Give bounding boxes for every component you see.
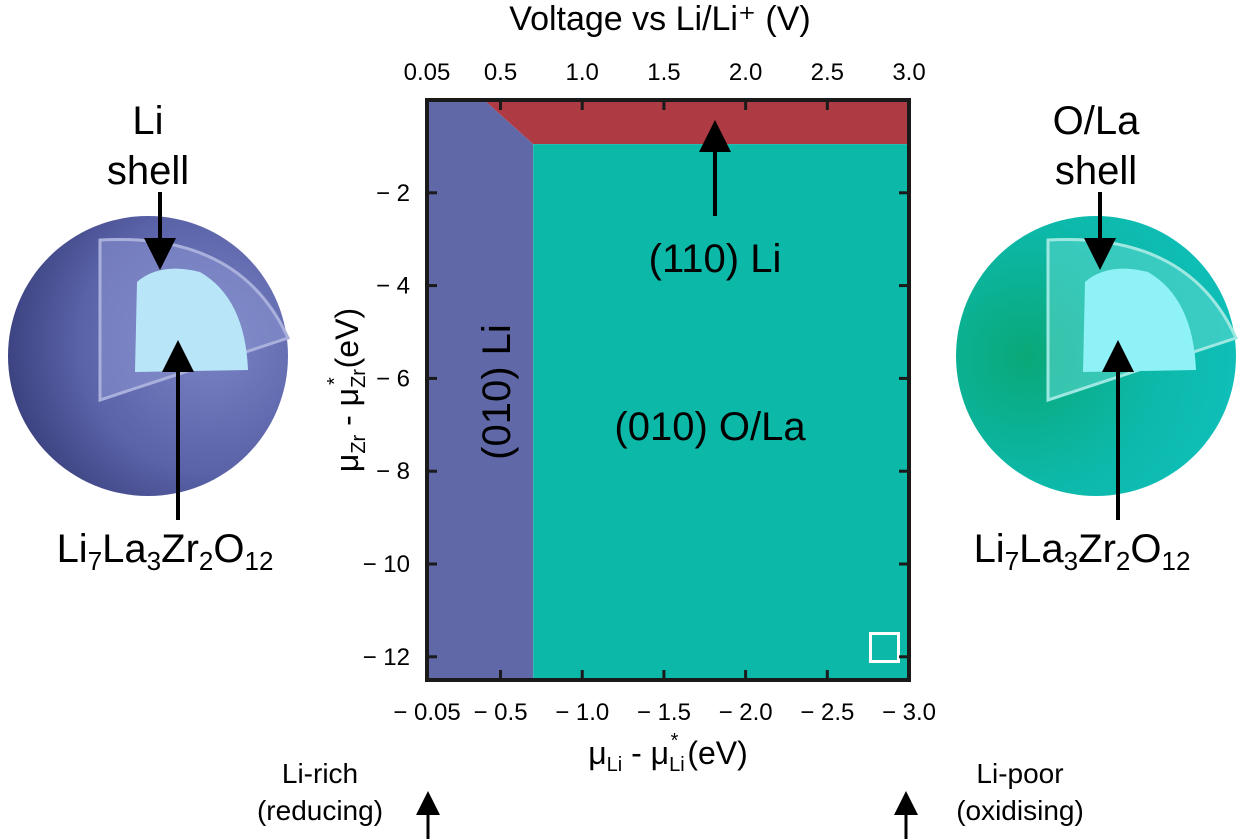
- top-tick-label: 1.5: [647, 59, 680, 86]
- top-tick-label: 2.0: [729, 59, 762, 86]
- region-label-010-li: (010) Li: [475, 324, 519, 460]
- right-shell-label-2: shell: [1055, 149, 1137, 193]
- x-axis-title: μLi - μLi* (eV): [588, 730, 748, 776]
- top-tick-label: 1.0: [566, 59, 599, 86]
- li-rich-sublabel: (reducing): [257, 795, 383, 826]
- y-axis-title: μZr - μZr* (eV): [324, 308, 370, 472]
- region-010-o-la: [533, 144, 909, 681]
- right-core-formula: Li7La3Zr2O12: [974, 527, 1191, 576]
- plot-frame: [425, 98, 911, 682]
- li-poor-label: Li-poor: [976, 758, 1063, 789]
- corner-marker: [868, 632, 900, 664]
- region-label-110-li: (110) Li: [649, 237, 782, 281]
- y-tick-label: − 4: [376, 273, 410, 300]
- y-tick-label: − 10: [363, 551, 410, 578]
- region-110-li: [484, 100, 909, 145]
- x-tick-label: − 2.0: [719, 699, 773, 726]
- x-tick-label: − 1.5: [637, 699, 691, 726]
- y-tick-label: − 2: [376, 180, 410, 207]
- x-tick-label: − 1.0: [555, 699, 609, 726]
- axis-ticks: [425, 100, 911, 680]
- x-tick-label: − 2.5: [800, 699, 854, 726]
- region-010-li: [427, 100, 534, 680]
- x-tick-label: − 0.5: [474, 699, 528, 726]
- right-shell-label-1: O/La: [1053, 99, 1140, 143]
- x-tick-label: − 0.05: [393, 699, 460, 726]
- x-axis-tick-labels: − 0.05 − 0.5 − 1.0 − 1.5 − 2.0 − 2.5 − 3.0: [393, 699, 936, 726]
- left-sphere-illustration: [8, 216, 291, 496]
- y-tick-label: − 12: [363, 644, 410, 671]
- right-sphere-illustration: [956, 216, 1239, 496]
- phase-regions: [427, 100, 909, 681]
- top-tick-label: 0.5: [484, 59, 517, 86]
- top-tick-label: 0.05: [404, 59, 451, 86]
- li-poor-sublabel: (oxidising): [956, 795, 1084, 826]
- y-tick-label: − 6: [376, 365, 410, 392]
- y-axis-tick-labels: − 2 − 4 − 6 − 8 − 10 − 12: [363, 180, 410, 671]
- left-shell-label-2: shell: [107, 149, 189, 193]
- top-tick-label: 3.0: [892, 59, 925, 86]
- y-tick-label: − 8: [376, 458, 410, 485]
- region-label-010-ola: (010) O/La: [614, 405, 806, 449]
- plot: [425, 98, 911, 682]
- top-axis-tick-labels: 0.05 0.5 1.0 1.5 2.0 2.5 3.0: [404, 59, 926, 86]
- left-shell-label-1: Li: [132, 99, 163, 143]
- left-core-formula: Li7La3Zr2O12: [57, 527, 274, 576]
- top-axis-title: Voltage vs Li/Li⁺ (V): [509, 0, 810, 38]
- x-tick-label: − 3.0: [882, 699, 936, 726]
- top-tick-label: 2.5: [811, 59, 844, 86]
- li-rich-label: Li-rich: [282, 758, 358, 789]
